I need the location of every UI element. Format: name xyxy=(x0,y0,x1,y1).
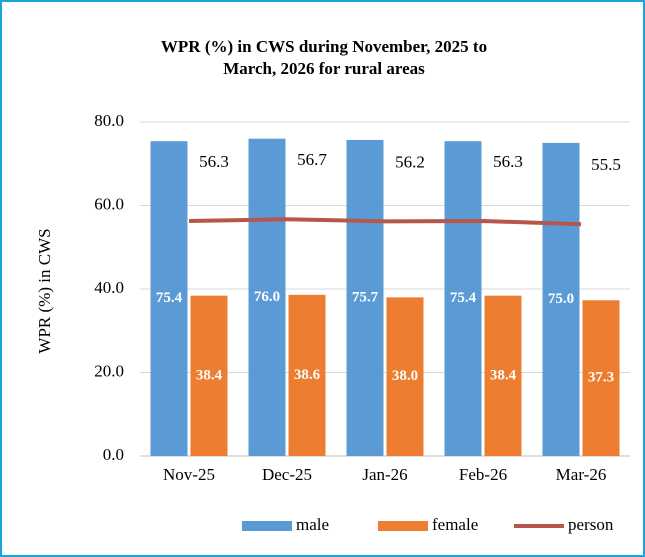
legend-label: female xyxy=(432,515,478,534)
line-value-label: 56.3 xyxy=(199,152,229,171)
line xyxy=(188,217,582,227)
bar-value-label: 75.4 xyxy=(450,290,477,306)
bar xyxy=(444,141,482,456)
bar-value-label: 38.6 xyxy=(294,367,321,383)
line-value-label: 56.3 xyxy=(493,152,523,171)
line-value-label: 56.7 xyxy=(297,150,327,169)
bar-value-label: 38.4 xyxy=(490,367,517,383)
bar-value-label: 75.4 xyxy=(156,290,183,306)
bar xyxy=(288,294,326,456)
bar xyxy=(484,295,522,456)
legend-label: person xyxy=(568,515,614,534)
bar xyxy=(150,141,188,456)
chart-title: WPR (%) in CWS during November, 2025 to … xyxy=(160,37,488,78)
bar xyxy=(190,295,228,456)
bar-value-label: 76.0 xyxy=(254,289,280,305)
x-tick-label: Jan-26 xyxy=(362,465,407,484)
x-tick-label: Dec-25 xyxy=(262,465,312,484)
legend-label: male xyxy=(296,515,329,534)
bar-value-label: 75.7 xyxy=(352,289,379,305)
bar-value-label: 75.0 xyxy=(548,291,574,307)
bar-value-label: 38.4 xyxy=(196,367,223,383)
y-tick-label: 20.0 xyxy=(94,361,124,380)
line-value-label: 55.5 xyxy=(591,155,621,174)
x-tick-label: Feb-26 xyxy=(459,465,507,484)
bar xyxy=(582,300,620,456)
y-tick-label: 60.0 xyxy=(94,194,124,213)
y-axis-label: WPR (%) in CWS xyxy=(35,228,54,353)
bar xyxy=(386,297,424,456)
bar xyxy=(542,142,580,456)
x-tick-label: Nov-25 xyxy=(163,465,215,484)
bar xyxy=(248,138,286,456)
y-tick-label: 40.0 xyxy=(94,278,124,297)
line-value-label: 56.2 xyxy=(395,152,425,171)
legend-swatch xyxy=(378,521,428,531)
bar xyxy=(346,139,384,456)
y-tick-label: 0.0 xyxy=(103,445,124,464)
bar-value-label: 38.0 xyxy=(392,368,418,384)
bar-value-label: 37.3 xyxy=(588,370,614,386)
x-tick-label: Mar-26 xyxy=(556,465,607,484)
legend-swatch xyxy=(242,521,292,531)
y-tick-label: 80.0 xyxy=(94,111,124,130)
